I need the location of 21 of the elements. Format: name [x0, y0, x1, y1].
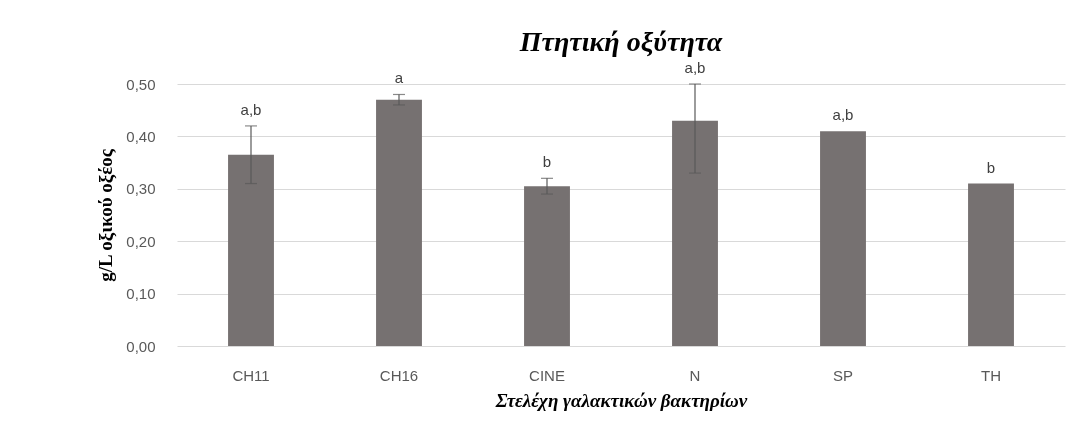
- x-tick-label: TH: [981, 366, 1001, 384]
- x-tick-label: CINE: [529, 366, 565, 384]
- y-tick-label: 0,20: [126, 232, 156, 250]
- annotation: a,b: [684, 59, 706, 76]
- x-tick-label: CH16: [379, 366, 419, 384]
- y-tick-label: 0,00: [126, 337, 156, 355]
- annotation: b: [542, 153, 552, 171]
- annotation: a,b: [832, 106, 854, 124]
- annotation: b: [986, 158, 996, 176]
- x-axis-title: Στελέχη γαλακτικών βακτηρίων: [494, 389, 748, 411]
- x-tick-label: CH11: [232, 366, 270, 384]
- chart-title: Πτητική οξύτητα: [518, 26, 723, 57]
- y-tick-label: 0,40: [126, 127, 156, 145]
- y-axis-title: g/L οξικού οξέος: [95, 148, 118, 282]
- x-tick-label: SP: [832, 366, 854, 384]
- y-tick-label: 0,50: [126, 75, 156, 93]
- y-tick-label: 0,30: [126, 180, 156, 198]
- y-tick-label: 0,10: [126, 285, 156, 303]
- x-tick-label: N: [689, 366, 701, 384]
- annotation: a: [394, 69, 404, 87]
- annotation: a,b: [240, 100, 262, 118]
